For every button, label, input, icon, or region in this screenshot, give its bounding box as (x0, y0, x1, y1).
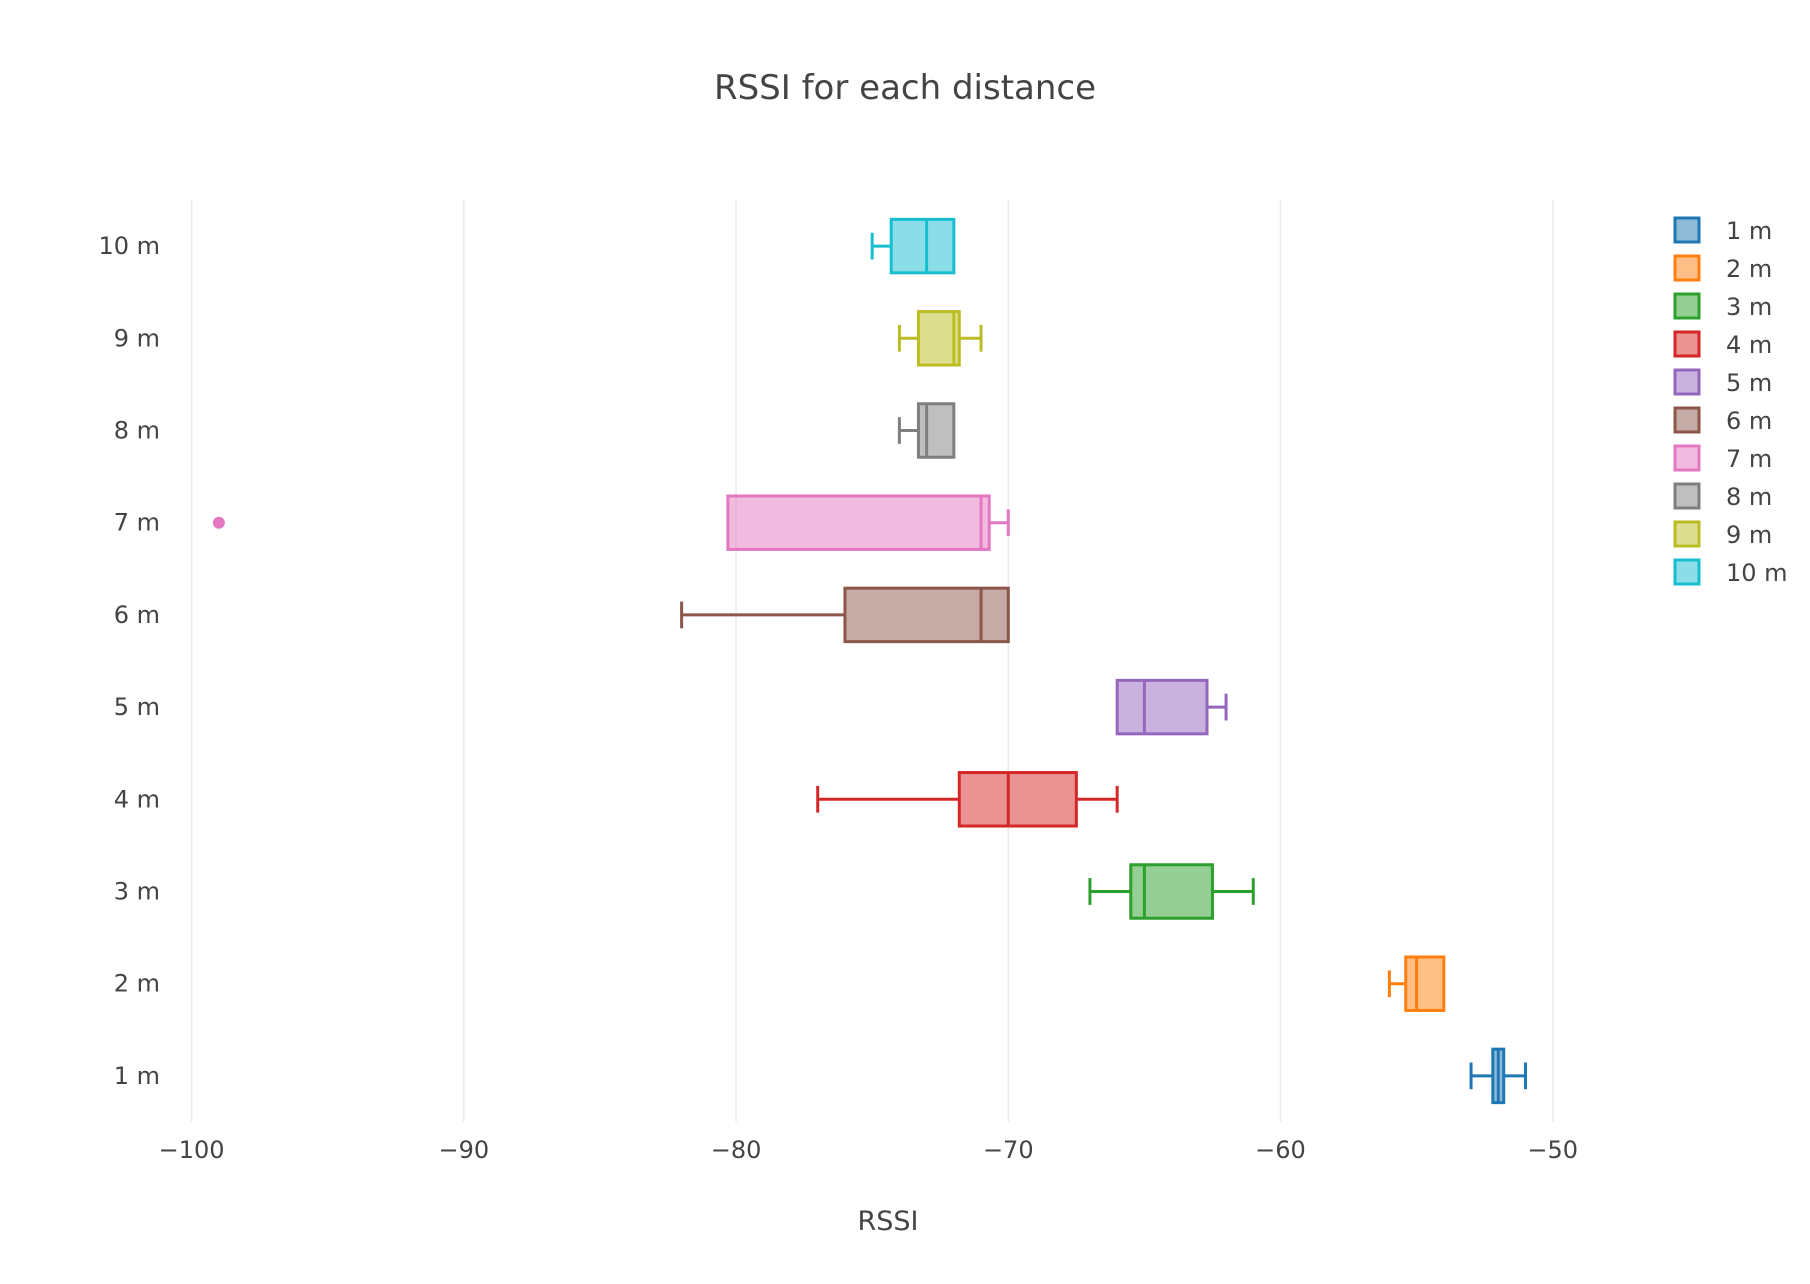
legend-swatch (1673, 520, 1701, 548)
y-tick-label: 10 m (98, 232, 160, 260)
legend-label: 3 m (1726, 293, 1772, 321)
legend-item: 6 m (1673, 406, 1772, 435)
y-tick-label: 1 m (114, 1062, 160, 1090)
legend-label: 4 m (1726, 331, 1772, 359)
legend-item: 4 m (1673, 330, 1772, 359)
legend-swatch (1673, 558, 1701, 586)
y-tick-label: 5 m (114, 693, 160, 721)
box-iqr (726, 494, 991, 551)
legend-item: 7 m (1673, 444, 1772, 473)
box-iqr (1404, 955, 1446, 1012)
x-tick-label: −90 (439, 1136, 490, 1164)
legend-swatch (1673, 292, 1701, 320)
box-trace (897, 402, 956, 459)
box-trace (680, 586, 1010, 644)
legend-item: 9 m (1673, 520, 1772, 549)
legend-swatch (1673, 254, 1701, 282)
legend-label: 6 m (1726, 407, 1772, 435)
box-plots (212, 217, 1527, 1105)
box-trace (1115, 678, 1228, 736)
y-tick-label: 6 m (114, 601, 160, 629)
legend-swatch (1673, 216, 1701, 244)
x-axis-title: RSSI (857, 1206, 918, 1237)
box-trace (816, 771, 1119, 828)
legend-label: 1 m (1726, 217, 1772, 245)
x-tick-label: −100 (159, 1136, 225, 1164)
box-iqr (843, 586, 1010, 644)
legend-label: 5 m (1726, 369, 1772, 397)
y-tick-label: 2 m (114, 970, 160, 998)
box-iqr (916, 402, 956, 459)
box-trace (1088, 863, 1255, 920)
box-trace (1469, 1047, 1527, 1105)
legend-item: 8 m (1673, 482, 1772, 511)
y-axis-ticks: 1 m 2 m 3 m 4 m 5 m 6 m 7 m 8 m 9 m 10 m (98, 232, 160, 1090)
y-tick-label: 7 m (114, 509, 160, 537)
box-iqr (1115, 678, 1209, 736)
legend-swatch (1673, 368, 1701, 396)
x-tick-label: −60 (1255, 1136, 1306, 1164)
legend-swatch (1673, 330, 1701, 358)
box-trace (870, 217, 956, 275)
legend-swatch (1673, 444, 1701, 472)
legend-swatch (1673, 482, 1701, 510)
legend-label: 7 m (1726, 445, 1772, 473)
outlier-point (212, 516, 225, 529)
gridlines (190, 200, 1554, 1122)
x-tick-label: −80 (711, 1136, 762, 1164)
x-tick-label: −50 (1527, 1136, 1578, 1164)
y-tick-label: 3 m (114, 878, 160, 906)
legend-item: 2 m (1673, 254, 1772, 283)
legend: 1 m 2 m 3 m 4 m 5 m 6 m 7 m 8 m 9 m 10 m (1673, 216, 1788, 587)
y-tick-label: 9 m (114, 324, 160, 352)
box-trace (1387, 955, 1446, 1012)
chart-title: RSSI for each distance (714, 68, 1096, 108)
y-tick-label: 4 m (114, 785, 160, 813)
legend-label: 2 m (1726, 255, 1772, 283)
legend-item: 10 m (1673, 558, 1788, 587)
legend-item: 5 m (1673, 368, 1772, 397)
box-trace (897, 310, 983, 367)
legend-label: 10 m (1726, 559, 1788, 587)
box-iqr (889, 217, 956, 275)
legend-item: 1 m (1673, 216, 1772, 245)
legend-swatch (1673, 406, 1701, 434)
legend-item: 3 m (1673, 292, 1772, 321)
x-axis-ticks: −100 −90 −80 −70 −60 −50 (159, 1136, 1578, 1164)
y-tick-label: 8 m (114, 417, 160, 445)
legend-label: 8 m (1726, 483, 1772, 511)
legend-label: 9 m (1726, 521, 1772, 549)
box-trace (212, 494, 1010, 551)
x-tick-label: −70 (983, 1136, 1034, 1164)
box-iqr (957, 771, 1078, 828)
